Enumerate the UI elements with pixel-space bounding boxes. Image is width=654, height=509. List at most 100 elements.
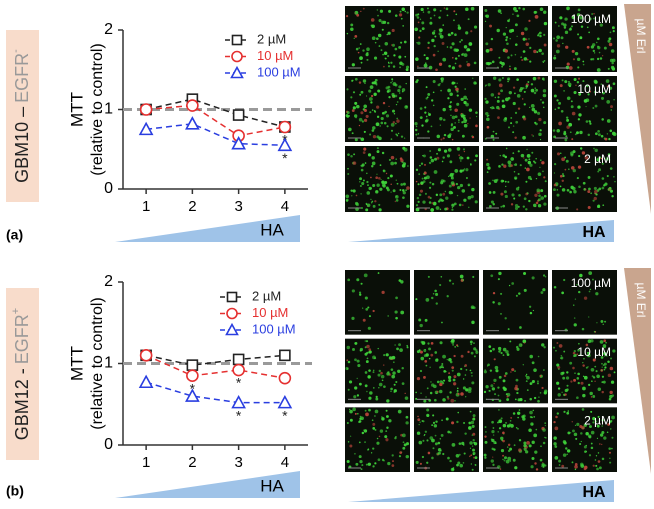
- cell-dot: [435, 302, 438, 305]
- cell-dot: [608, 188, 611, 191]
- cell-dot: [573, 304, 575, 306]
- cell-dot: [354, 10, 359, 15]
- cell-dot: [462, 148, 466, 151]
- cell-dot: [432, 414, 435, 417]
- cell-dot: [512, 458, 516, 462]
- cell-dot: [453, 125, 456, 129]
- cell-dot: [510, 117, 513, 119]
- cell-dot: [491, 108, 493, 110]
- cell-dot: [350, 27, 354, 31]
- cell-dot: [474, 200, 478, 204]
- cell-dot: [448, 279, 452, 282]
- cell-dot: [390, 81, 392, 84]
- cell-dot: [502, 439, 505, 443]
- cell-dot: [376, 150, 380, 154]
- cell-dot: [365, 95, 368, 97]
- cell-dot: [543, 391, 547, 395]
- cell-dot: [398, 55, 402, 59]
- cell-dot: [376, 115, 380, 119]
- cell-dot: [611, 436, 614, 439]
- cell-dot: [582, 80, 585, 83]
- cell-dot: [456, 390, 459, 393]
- cell-dot: [468, 421, 471, 424]
- cell-dot: [589, 425, 592, 429]
- cell-dot: [451, 340, 455, 345]
- cell-dot: [582, 63, 585, 66]
- cell-dot: [518, 88, 523, 93]
- cell-dot: [574, 133, 577, 136]
- cell-dot: [439, 208, 442, 211]
- cell-dot: [368, 186, 372, 191]
- cell-dot: [391, 355, 396, 360]
- cell-dot: [473, 61, 477, 65]
- cell-dot: [501, 163, 504, 166]
- cell-dot: [377, 14, 379, 17]
- marker: [186, 99, 199, 112]
- cell-dot: [374, 415, 376, 417]
- cell-dot: [358, 441, 361, 444]
- cell-dot: [447, 97, 450, 100]
- cell-dot: [435, 193, 439, 197]
- cell-dot: [426, 175, 430, 180]
- cell-dot: [532, 76, 537, 81]
- cell-dot: [371, 156, 375, 160]
- cell-dot: [372, 135, 377, 139]
- cell-dot: [356, 278, 360, 282]
- cell-dot: [398, 85, 402, 89]
- cell-dot: [439, 34, 444, 39]
- cell-dot: [358, 455, 362, 459]
- cell-dot: [492, 427, 495, 429]
- legend-label: 2 µM: [257, 31, 286, 46]
- cell-dot: [610, 49, 615, 53]
- cell-dot: [402, 191, 406, 195]
- cell-dot: [528, 199, 531, 203]
- cell-dot: [484, 369, 486, 371]
- cell-dot: [578, 185, 581, 189]
- cell-dot: [378, 45, 381, 47]
- cell-dot: [540, 445, 542, 448]
- cell-dot: [562, 174, 565, 178]
- cell-dot: [390, 387, 393, 391]
- cell-dot: [610, 65, 615, 70]
- cell-dot: [375, 176, 379, 180]
- cell-dot: [584, 188, 587, 191]
- cell-dot: [537, 76, 541, 80]
- cell-dot: [351, 79, 354, 82]
- cell-dot: [561, 79, 564, 82]
- cell-dot: [509, 447, 513, 451]
- cell-dot: [346, 111, 350, 115]
- cell-dot: [560, 109, 564, 113]
- cell-dot: [530, 88, 535, 93]
- concentration-label: 2 µM: [584, 152, 611, 166]
- cell-dot: [590, 367, 595, 372]
- cell-dot: [367, 448, 370, 451]
- cell-dot: [461, 134, 465, 138]
- cell-dot: [358, 420, 361, 424]
- cell-dot: [573, 349, 577, 353]
- cell-dot: [526, 167, 530, 172]
- x-tick-label: 1: [142, 198, 150, 215]
- cell-dot: [423, 54, 426, 57]
- cell-dot: [523, 271, 527, 276]
- cell-dot: [501, 62, 505, 66]
- cell-dot: [400, 310, 405, 315]
- cell-dot: [573, 432, 578, 437]
- cell-dot: [553, 94, 557, 98]
- cell-dot: [563, 130, 567, 134]
- cell-dot: [598, 443, 601, 445]
- cell-dot: [566, 96, 571, 101]
- cell-dot: [366, 390, 368, 393]
- cell-dot: [350, 96, 353, 99]
- erl-ramp-label: µM Erl: [634, 283, 648, 318]
- cell-dot: [434, 434, 437, 437]
- cell-dot: [474, 464, 477, 466]
- legend-label: 100 µM: [257, 64, 301, 79]
- cell-dot: [543, 369, 545, 371]
- y-tick-label: 2: [104, 21, 113, 38]
- cell-dot: [432, 421, 436, 424]
- cell-dot: [510, 371, 512, 373]
- cell-dot: [543, 346, 546, 349]
- cell-dot: [517, 416, 519, 419]
- cell-dot: [531, 416, 533, 419]
- cell-dot: [451, 421, 455, 425]
